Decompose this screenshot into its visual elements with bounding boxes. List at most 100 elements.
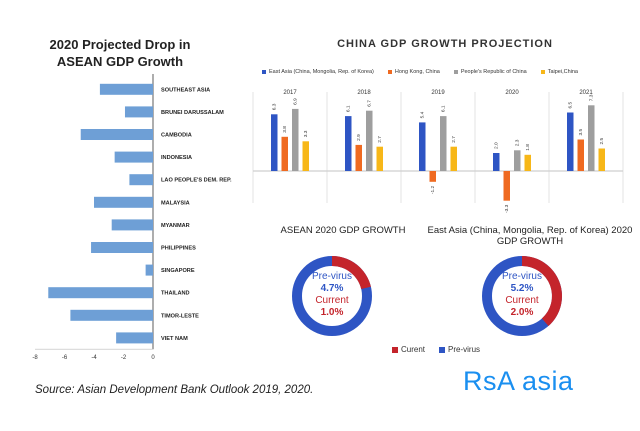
- legend-label: Hong Kong, China: [394, 69, 440, 75]
- legend-previrus-label: Pre-virus: [448, 345, 481, 354]
- bar-2021-series-0: [567, 112, 574, 171]
- category-label: BRUNEI DARUSSALAM: [161, 110, 224, 116]
- bar-brunei-darussalam: [124, 106, 153, 118]
- bar-singapore: [145, 264, 153, 276]
- bar-2017-series-1: [281, 136, 288, 171]
- eastasia-current-label: Current: [505, 295, 539, 306]
- year-label: 2018: [357, 90, 371, 96]
- bar-thailand: [48, 287, 153, 299]
- value-label: 1.8: [525, 144, 531, 151]
- category-label: LAO PEOPLE'S DEM. REP.: [161, 178, 232, 184]
- category-label: CAMBODIA: [161, 133, 192, 139]
- legend-swatch: [387, 70, 392, 74]
- x-tick-label: -4: [91, 355, 97, 361]
- legend-current-label: Curent: [401, 345, 426, 354]
- bar-2021-series-2: [588, 105, 595, 171]
- value-label: 6.5: [568, 101, 574, 108]
- legend-taipei: Taipei,China: [540, 66, 578, 78]
- bar-2020-series-2: [514, 150, 521, 171]
- bar-2017-series-3: [302, 141, 309, 171]
- china-chart-title: CHINA GDP GROWTH PROJECTION: [337, 38, 553, 50]
- asean-donut-current-arc: [332, 256, 371, 290]
- legend-label: East Asia (China, Mongolia, Rep. of Kore…: [269, 69, 374, 75]
- eastasia-donut-current-arc: [522, 256, 563, 326]
- bar-philippines: [91, 242, 153, 253]
- value-label: -3.3: [504, 204, 510, 213]
- bar-indonesia: [114, 151, 153, 163]
- bar-myanmar: [111, 219, 153, 231]
- bar-2021-series-1: [577, 139, 584, 171]
- category-label: SOUTHEAST ASIA: [161, 87, 210, 93]
- value-label: 2.0: [494, 142, 500, 149]
- category-label: MYANMAR: [161, 223, 190, 229]
- year-label: 2019: [431, 90, 445, 96]
- x-tick-label: -2: [121, 355, 127, 361]
- legend-label: Taipei,China: [547, 69, 578, 75]
- value-label: 6.7: [367, 100, 373, 107]
- value-label: 6.1: [441, 105, 447, 112]
- legend-swatch-current: [392, 346, 398, 353]
- legend-swatch-previrus: [439, 346, 446, 353]
- bar-2018-series-2: [366, 110, 373, 171]
- value-label: 6.3: [272, 103, 278, 110]
- source-note: Source: Asian Development Bank Outlook 2…: [35, 384, 314, 396]
- legend-swatch: [453, 70, 458, 74]
- value-label: -1.2: [430, 185, 436, 194]
- pie-legend: Curent Pre-virus: [392, 345, 480, 354]
- bar-2019-series-0: [419, 122, 426, 171]
- value-label: 5.4: [420, 111, 426, 118]
- bar-2020-series-1: [503, 171, 510, 201]
- value-label: 2.5: [599, 137, 605, 144]
- asean-chart-title: 2020 Projected Drop in ASEAN GDP Growth: [49, 37, 191, 69]
- year-label: 2017: [283, 90, 297, 96]
- category-label: PHILIPPINES: [161, 246, 196, 252]
- bar-viet-nam: [116, 332, 153, 344]
- value-label: 6.1: [346, 105, 352, 112]
- bar-timor-leste: [70, 309, 153, 321]
- bar-malaysia: [94, 196, 153, 208]
- bar-2017-series-2: [292, 108, 299, 171]
- bar-2018-series-1: [355, 144, 362, 171]
- x-tick-label: 0: [151, 355, 155, 361]
- value-label: 3.5: [578, 128, 584, 135]
- value-label: 6.9: [293, 98, 299, 105]
- bar-2019-series-1: [429, 171, 436, 182]
- category-label: VIET NAM: [161, 336, 188, 342]
- value-label: 2.7: [451, 136, 457, 143]
- bar-2021-series-3: [598, 148, 605, 171]
- year-label: 2020: [505, 90, 519, 96]
- asean-current-label: Current: [315, 295, 349, 306]
- asean-current-value: 1.0%: [320, 307, 344, 318]
- legend-swatch: [540, 70, 545, 74]
- bar-cambodia: [80, 129, 153, 140]
- bar-2018-series-3: [376, 146, 383, 171]
- asean-previrus-value: 4.7%: [320, 283, 344, 294]
- category-label: INDONESIA: [161, 155, 192, 161]
- eastasia-donut-title: East Asia (China, Mongolia, Rep. of Kore…: [427, 225, 633, 247]
- value-label: 2.7: [377, 136, 383, 143]
- eastasia-previrus-value: 5.2%: [510, 283, 534, 294]
- legend-swatch: [262, 70, 266, 74]
- eastasia-donut-center: Pre-virus 5.2% Current 2.0%: [490, 271, 554, 319]
- legend-east-asia: East Asia (China, Mongolia, Rep. of Kore…: [262, 66, 374, 78]
- legend-label: People's Republic of China: [460, 69, 527, 75]
- year-label: 2021: [579, 90, 593, 96]
- brand-logo: RsA asia: [463, 366, 574, 396]
- asean-donut-center: Pre-virus 4.7% Current 1.0%: [300, 271, 364, 319]
- category-label: SINGAPORE: [161, 268, 195, 274]
- bar-2019-series-3: [450, 146, 457, 171]
- bar-2019-series-2: [440, 116, 447, 171]
- bar-lao-people-s-dem-rep-: [129, 174, 153, 186]
- legend-prc: People's Republic of China: [453, 66, 527, 78]
- category-label: TIMOR-LESTE: [161, 313, 199, 319]
- bar-southeast-asia: [99, 83, 153, 95]
- value-label: 3.3: [303, 130, 309, 137]
- x-tick-label: -8: [32, 355, 38, 361]
- bar-2020-series-0: [493, 153, 500, 171]
- asean-previrus-label: Pre-virus: [311, 271, 352, 282]
- value-label: 2.3: [515, 139, 521, 146]
- eastasia-previrus-label: Pre-virus: [501, 271, 542, 282]
